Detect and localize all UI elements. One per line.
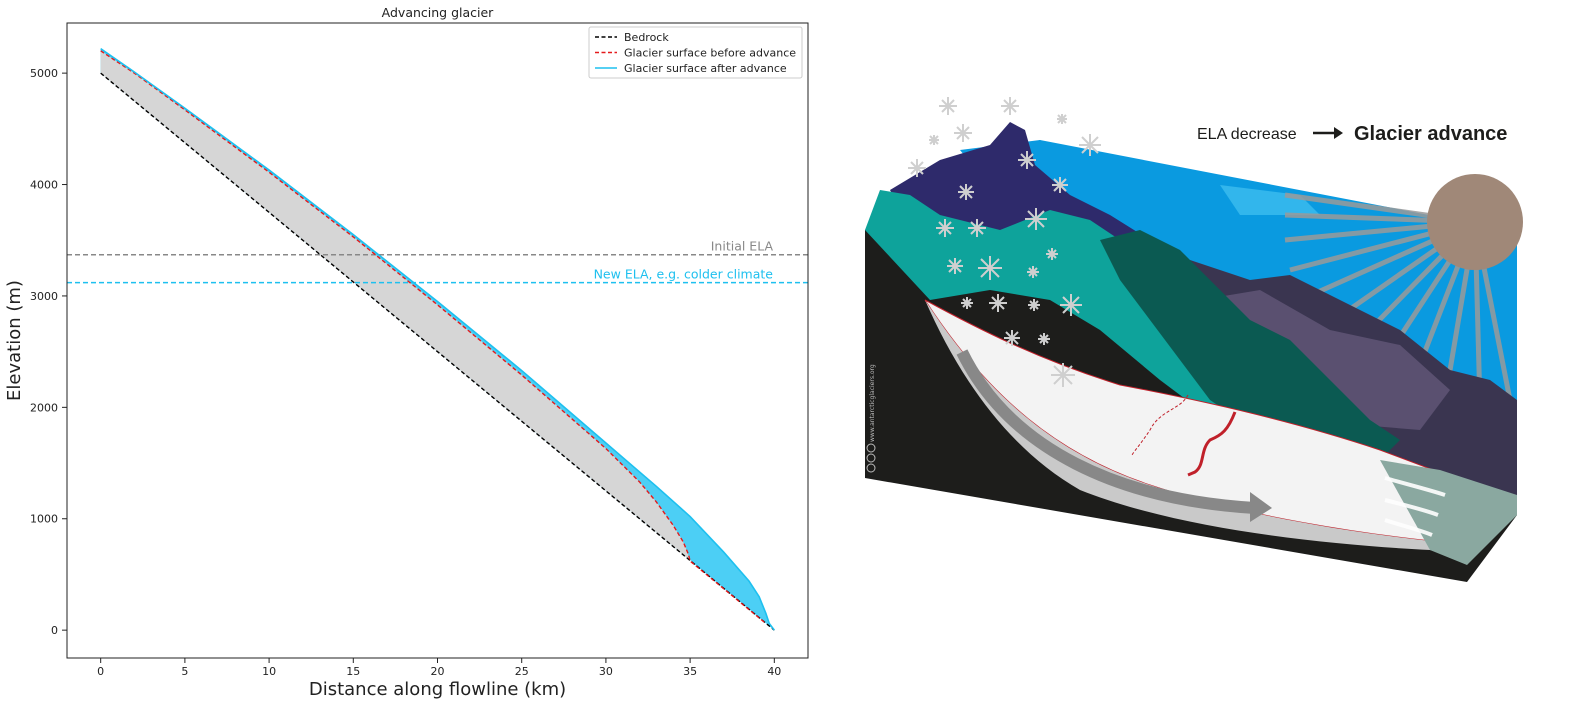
cc-icon — [866, 443, 876, 453]
glacier-illustration: www.antarcticglaciers.org ELA decrease G… — [865, 97, 1523, 582]
y-tick-label: 2000 — [30, 401, 58, 414]
x-tick-label: 35 — [683, 665, 697, 678]
bedrock-line — [100, 72, 775, 631]
y-tick-label: 1000 — [30, 513, 58, 526]
x-axis-title: Distance along flowline (km) — [309, 679, 566, 700]
teal-mountains — [865, 190, 1260, 410]
new-ela-line — [1187, 411, 1237, 477]
x-tick-label: 5 — [181, 665, 188, 678]
new-ela-label: New ELA, e.g. colder climate — [594, 267, 774, 282]
old-ela-line — [1131, 394, 1189, 456]
x-tick-label: 10 — [262, 665, 276, 678]
dark-teal-mountains — [1100, 230, 1400, 460]
initial-ela-label: Initial ELA — [711, 239, 774, 254]
glacier-bed — [925, 300, 1470, 560]
legend-label: Glacier surface before advance — [624, 47, 796, 60]
y-tick-label: 0 — [51, 624, 58, 637]
x-tick-label: 15 — [346, 665, 360, 678]
arrow-right-icon — [1313, 127, 1343, 139]
x-tick-label: 25 — [515, 665, 529, 678]
legend-box — [588, 26, 803, 79]
x-tick-label: 0 — [97, 665, 104, 678]
sun — [1427, 174, 1523, 270]
sky-cloud — [1220, 185, 1320, 215]
snowflakes — [908, 97, 1101, 387]
chart-title: Advancing glacier — [382, 5, 495, 20]
legend-label: Bedrock — [624, 31, 669, 44]
surface-after-line — [100, 47, 775, 631]
x-tick-label: 40 — [767, 665, 781, 678]
x-tick-label: 30 — [599, 665, 613, 678]
chart: Initial ELA New ELA, e.g. colder climate 0… — [4, 5, 809, 700]
x-tick-label: 20 — [431, 665, 445, 678]
credit-text: www.antarcticglaciers.org — [869, 364, 876, 442]
y-tick-label: 5000 — [30, 67, 58, 80]
y-tick-label: 3000 — [30, 290, 58, 303]
flow-arrow — [956, 349, 1256, 514]
y-axis-title: Elevation (m) — [4, 280, 25, 401]
glacier-before-fill — [100, 50, 766, 624]
surface-before-line — [100, 50, 767, 625]
legend-label: Glacier surface after advance — [624, 62, 787, 75]
heading-ela-decrease: ELA decrease — [1197, 126, 1297, 143]
y-tick-label: 4000 — [30, 179, 58, 192]
flow-arrow-head — [1250, 492, 1272, 522]
by-icon — [866, 453, 876, 463]
heading-glacier-advance: Glacier advance — [1354, 123, 1507, 145]
nc-icon — [866, 463, 876, 473]
meltwater-arrows — [1384, 476, 1446, 537]
